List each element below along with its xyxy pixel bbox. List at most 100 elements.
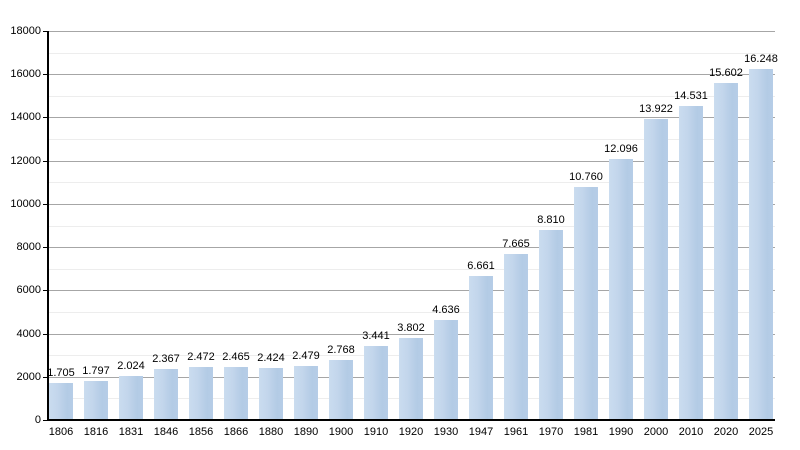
bar — [399, 338, 423, 420]
gridline-major — [48, 247, 775, 248]
gridline-major — [48, 334, 775, 335]
bar-value-label: 2.024 — [117, 360, 145, 372]
y-axis-tick — [43, 247, 48, 248]
y-axis-tick — [43, 334, 48, 335]
bar-value-label: 3.441 — [362, 330, 390, 342]
x-axis-tick-label: 1990 — [608, 426, 634, 438]
x-axis-tick-label: 1806 — [48, 426, 74, 438]
x-axis-tick-label: 2000 — [643, 426, 669, 438]
y-axis-line — [47, 31, 49, 421]
bar-value-label: 6.661 — [467, 260, 495, 272]
x-axis-tick-label: 1890 — [293, 426, 319, 438]
bar — [119, 376, 143, 420]
bar-value-label: 7.665 — [502, 238, 530, 250]
y-axis-tick — [43, 31, 48, 32]
bar-value-label: 2.472 — [187, 351, 215, 363]
y-axis-tick — [43, 117, 48, 118]
y-axis-tick-label: 14000 — [10, 111, 41, 123]
bar-value-label: 2.465 — [222, 351, 250, 363]
x-axis-tick-label: 1856 — [188, 426, 214, 438]
bar — [749, 69, 773, 420]
bar-value-label: 13.922 — [639, 103, 673, 115]
gridline-minor — [48, 312, 775, 313]
y-axis-tick-label: 16000 — [10, 68, 41, 80]
bar-value-label: 10.760 — [569, 171, 603, 183]
bar-value-label: 16.248 — [744, 53, 778, 65]
y-axis-tick-label: 2000 — [16, 371, 41, 383]
y-axis-tick — [43, 377, 48, 378]
bar — [714, 83, 738, 420]
bar — [364, 346, 388, 420]
bar-value-label: 1.705 — [47, 367, 75, 379]
gridline-major — [48, 31, 775, 32]
gridline-minor — [48, 269, 775, 270]
y-axis-tick-label: 18000 — [10, 25, 41, 37]
x-axis-tick-label: 1831 — [118, 426, 144, 438]
bar — [294, 366, 318, 420]
bar — [644, 119, 668, 420]
bar-value-label: 4.636 — [432, 304, 460, 316]
x-axis-tick-label: 2020 — [713, 426, 739, 438]
bar — [574, 187, 598, 420]
bar — [434, 320, 458, 420]
x-axis-tick-label: 1970 — [538, 426, 564, 438]
bar-value-label: 3.802 — [397, 322, 425, 334]
bar — [49, 383, 73, 420]
x-axis-tick-label: 2025 — [748, 426, 774, 438]
gridline-minor — [48, 96, 775, 97]
bar — [259, 368, 283, 420]
gridline-minor — [48, 53, 775, 54]
y-axis-tick-label: 0 — [34, 414, 41, 426]
bar — [539, 230, 563, 420]
gridline-minor — [48, 182, 775, 183]
y-axis-tick-label: 12000 — [10, 155, 41, 167]
gridline-major — [48, 161, 775, 162]
x-axis-tick-label: 2010 — [678, 426, 704, 438]
x-axis-tick-label: 1910 — [363, 426, 389, 438]
bar-value-label: 1.797 — [82, 365, 110, 377]
bar — [189, 367, 213, 420]
bar-value-label: 8.810 — [537, 214, 565, 226]
x-axis-tick-label: 1981 — [573, 426, 599, 438]
gridline-major — [48, 74, 775, 75]
x-axis-tick-label: 1961 — [503, 426, 529, 438]
gridline-major — [48, 117, 775, 118]
bar-value-label: 12.096 — [604, 143, 638, 155]
y-axis-tick-label: 8000 — [16, 241, 41, 253]
x-axis-tick-label: 1880 — [258, 426, 284, 438]
bar-value-label: 2.479 — [292, 350, 320, 362]
y-axis-tick — [43, 161, 48, 162]
bar-value-label: 14.531 — [674, 90, 708, 102]
bar — [469, 276, 493, 420]
gridline-major — [48, 290, 775, 291]
bar — [679, 106, 703, 420]
y-axis-tick — [43, 74, 48, 75]
bar — [329, 360, 353, 420]
x-axis-tick-label: 1866 — [223, 426, 249, 438]
y-axis-tick — [43, 204, 48, 205]
x-axis-tick-label: 1947 — [468, 426, 494, 438]
bar-value-label: 2.424 — [257, 352, 285, 364]
y-axis-tick — [43, 420, 48, 421]
bar — [224, 367, 248, 420]
x-axis-tick-label: 1816 — [83, 426, 109, 438]
y-axis-tick-label: 4000 — [16, 328, 41, 340]
gridline-minor — [48, 226, 775, 227]
bar-value-label: 2.367 — [152, 353, 180, 365]
bar-value-label: 2.768 — [327, 344, 355, 356]
x-axis-tick-label: 1930 — [433, 426, 459, 438]
x-axis-tick-label: 1846 — [153, 426, 179, 438]
x-axis-tick-label: 1920 — [398, 426, 424, 438]
y-axis-tick-label: 10000 — [10, 198, 41, 210]
bar — [154, 369, 178, 420]
bar — [504, 254, 528, 420]
y-axis-tick-label: 6000 — [16, 284, 41, 296]
x-axis-line — [47, 419, 775, 421]
bar-value-label: 15.602 — [709, 67, 743, 79]
x-axis-tick-label: 1900 — [328, 426, 354, 438]
y-axis-tick — [43, 290, 48, 291]
gridline-minor — [48, 139, 775, 140]
bar — [84, 381, 108, 420]
gridline-major — [48, 204, 775, 205]
